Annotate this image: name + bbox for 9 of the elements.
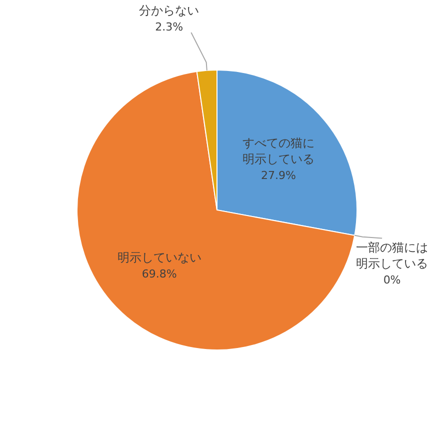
pie-slice (76, 70, 356, 350)
data-label: 27.9% (261, 168, 296, 182)
slice-label: 分からない (139, 3, 200, 18)
slice-label: 明示していない (117, 250, 202, 264)
data-label: 69.8% (142, 267, 177, 280)
legend-label: 一部の猫には明示している (356, 240, 428, 270)
data-label: 2.3% (155, 20, 184, 34)
slice-label: すべての猫に明示している (242, 136, 314, 166)
text: 0% (383, 273, 401, 286)
